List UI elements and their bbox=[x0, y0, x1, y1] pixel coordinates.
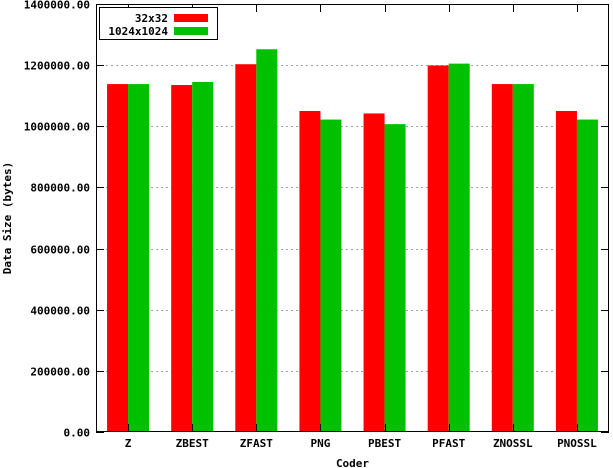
bar-1024x1024-PNOSSL bbox=[576, 119, 598, 432]
bar-1024x1024-ZFAST bbox=[256, 49, 278, 432]
x-axis-label: Coder bbox=[336, 457, 369, 468]
x-tick-label: PNG bbox=[311, 437, 331, 450]
y-tick-label: 400000.00 bbox=[30, 305, 90, 318]
bar-1024x1024-PBEST bbox=[384, 124, 406, 432]
x-tick-label: Z bbox=[125, 437, 132, 450]
y-axis: 0.00 200000.00 400000.00 600000.00 800000.00… bbox=[24, 0, 609, 440]
bar-1024x1024-PNG bbox=[320, 119, 342, 432]
x-tick-label: PNOSSL bbox=[557, 437, 597, 450]
bar-32x32-ZBEST bbox=[171, 85, 193, 432]
y-tick-label: 600000.00 bbox=[30, 244, 90, 257]
x-tick-label: PFAST bbox=[432, 437, 465, 450]
bar-32x32-PBEST bbox=[363, 113, 385, 433]
y-tick-label: 0.00 bbox=[64, 427, 91, 440]
bar-1024x1024-ZBEST bbox=[192, 81, 214, 432]
y-tick-label: 1400000.00 bbox=[24, 0, 90, 12]
bar-32x32-PNOSSL bbox=[555, 111, 577, 432]
y-tick-label: 1000000.00 bbox=[24, 121, 90, 134]
legend-swatch bbox=[174, 27, 208, 35]
x-tick-label: PBEST bbox=[368, 437, 401, 450]
y-tick-label: 1200000.00 bbox=[24, 60, 90, 73]
y-axis-label: Data Size (bytes) bbox=[1, 162, 14, 275]
x-tick-label: ZBEST bbox=[176, 437, 209, 450]
y-tick-label: 800000.00 bbox=[30, 182, 90, 195]
x-axis: Z ZBEST ZFAST PNG PBEST PFAST ZNOSSL PNOSSL bbox=[125, 4, 597, 450]
bars bbox=[107, 49, 598, 433]
legend-swatch bbox=[174, 14, 208, 22]
bar-32x32-ZFAST bbox=[235, 64, 257, 433]
bar-32x32-PFAST bbox=[427, 65, 449, 432]
legend-label: 1024x1024 bbox=[108, 25, 168, 38]
bar-32x32-PNG bbox=[299, 111, 321, 432]
bar-1024x1024-ZNOSSL bbox=[512, 84, 534, 433]
bar-32x32-Z bbox=[107, 84, 129, 433]
bar-1024x1024-PFAST bbox=[448, 63, 470, 432]
x-tick-label: ZNOSSL bbox=[493, 437, 533, 450]
bar-1024x1024-Z bbox=[128, 84, 150, 433]
legend-label: 32x32 bbox=[135, 12, 168, 25]
y-tick-label: 200000.00 bbox=[30, 366, 90, 379]
bar-32x32-ZNOSSL bbox=[491, 84, 513, 433]
x-tick-label: ZFAST bbox=[240, 437, 273, 450]
plot-frame bbox=[96, 4, 609, 432]
